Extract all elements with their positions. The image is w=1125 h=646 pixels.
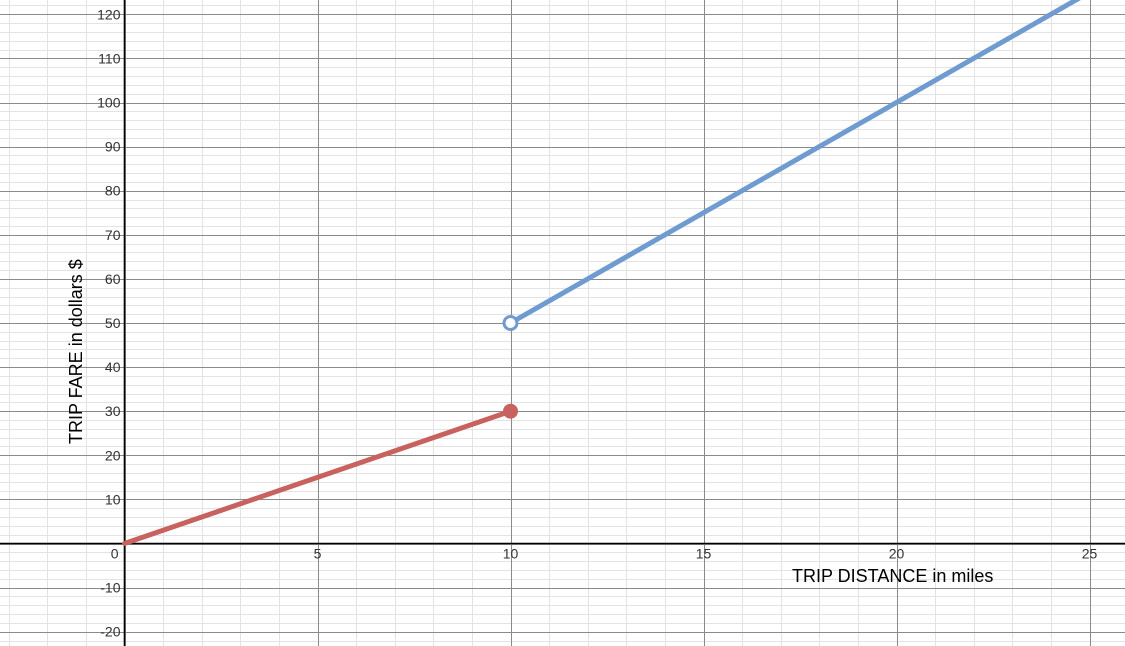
tick-labels: 0 5 10 15 20 25 -20 -10 10 20 30 40 50 60 70 80 90 100 110… [97,6,1097,639]
tick-label-origin: 0 [111,546,119,562]
y-tick-label: 100 [97,95,121,111]
y-tick-label: -20 [100,624,120,640]
y-tick-label: 80 [105,183,121,199]
x-tick-label: 5 [314,546,322,562]
open-endpoint-1 [502,315,519,331]
y-tick-label: 110 [98,50,121,66]
series-layer [122,0,1081,546]
y-tick-label: 20 [105,447,121,463]
x-axis-label: TRIP DISTANCE in miles [792,566,993,586]
x-tick-label: 15 [696,546,712,562]
y-tick-label: 90 [105,139,121,155]
y-tick-label: 40 [105,359,121,375]
y-tick-label: 120 [97,6,121,22]
y-tick-label: -10 [100,580,120,596]
y-tick-label: 10 [105,491,121,507]
y-tick-label: 50 [105,315,121,331]
y-tick-label: 30 [105,403,121,419]
y-axis-label: TRIP FARE in dollars $ [66,259,86,444]
y-tick-label: 60 [105,271,121,287]
series-line-1 [508,0,1081,326]
x-tick-label: 20 [889,546,905,562]
closed-endpoint-0 [503,403,518,419]
series-line-0 [122,408,513,546]
y-tick-label: 70 [105,227,121,243]
x-tick-label: 10 [503,546,519,562]
x-tick-label: 25 [1082,546,1098,562]
